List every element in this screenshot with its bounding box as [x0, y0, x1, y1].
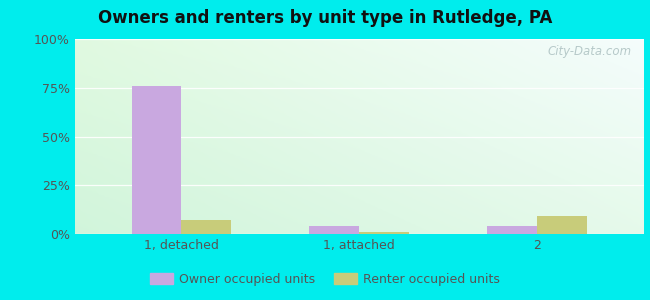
Text: City-Data.com: City-Data.com	[548, 45, 632, 58]
Bar	[309, 226, 359, 234]
Bar	[181, 220, 231, 234]
Bar	[131, 86, 181, 234]
Bar	[537, 217, 586, 234]
Legend: Owner occupied units, Renter occupied units: Owner occupied units, Renter occupied un…	[146, 268, 504, 291]
Bar	[487, 226, 537, 234]
Text: Owners and renters by unit type in Rutledge, PA: Owners and renters by unit type in Rutle…	[98, 9, 552, 27]
Bar	[359, 232, 409, 234]
